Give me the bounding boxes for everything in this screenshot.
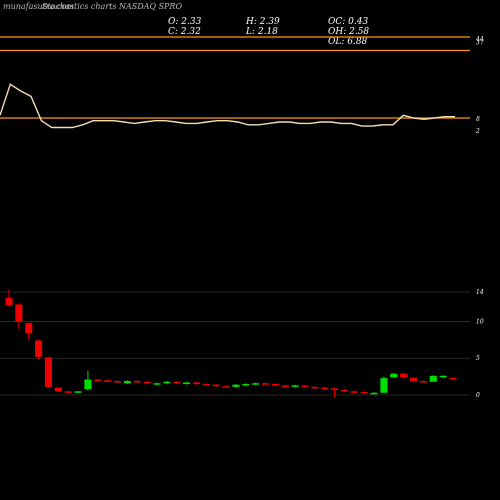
stat-close: C: 2.32: [168, 27, 201, 37]
candle-body-down: [104, 380, 112, 382]
candle-body-down: [400, 373, 408, 378]
stat-open: O: 2.33: [168, 17, 202, 27]
candle-body-up: [183, 382, 191, 384]
candle-body-down: [222, 386, 230, 388]
watermark: munafasutra.com: [3, 2, 74, 11]
candle-body-down: [54, 387, 62, 392]
candle-body-down: [350, 391, 358, 393]
candle-body-up: [439, 375, 447, 378]
candle-body-down: [25, 322, 33, 334]
candle-body-down: [261, 383, 270, 385]
candle-body-down: [143, 381, 151, 384]
candle-body-up: [252, 383, 260, 385]
candle-body-up: [390, 373, 398, 378]
candle-body-down: [360, 392, 368, 394]
candle-body-down: [113, 381, 122, 383]
candle-body-up: [370, 392, 378, 395]
candle-body-down: [419, 381, 427, 383]
candle-body-down: [133, 381, 141, 383]
candle-body-down: [409, 378, 418, 382]
candle-body-down: [301, 385, 309, 387]
candle-body-down: [94, 379, 102, 382]
candle-body-up: [380, 378, 388, 393]
candle-body-down: [202, 383, 210, 386]
candle-body-down: [340, 389, 349, 392]
candle-body-down: [5, 297, 13, 306]
candlestick-panel: 14 10 5 0: [0, 289, 484, 399]
candle-body-down: [321, 387, 329, 390]
candle-body-down: [173, 381, 181, 384]
candle-body-down: [281, 385, 289, 387]
candle-body-down: [449, 377, 457, 380]
stat-oh: OH: 2.58: [328, 27, 369, 37]
candle-body-up: [153, 383, 161, 385]
stochastic-axis-tick-label: 2: [475, 128, 480, 135]
candle-body-down: [44, 357, 53, 387]
candle-body-up: [242, 383, 250, 386]
candle-body-down: [35, 340, 43, 357]
candle-body-up: [429, 375, 437, 382]
stochastic-axis-tick-label: 8: [476, 116, 480, 123]
stochastic-line: [0, 83, 455, 129]
candle-body-up: [232, 384, 240, 387]
candle-body-up: [74, 391, 82, 393]
candle-body-down: [212, 384, 220, 387]
stat-high: H: 2.39: [245, 17, 280, 27]
stochastic-axis-tick-label: 37: [476, 40, 484, 47]
candle-body-down: [271, 383, 279, 386]
candle-body-down: [64, 391, 72, 393]
stat-oc: OC: 0.43: [328, 17, 368, 27]
stochastic-axis-tick-label: 44: [475, 36, 484, 43]
chart-title: Stochastics charts NASDAQ SPRO: [42, 2, 182, 11]
candle-body-down: [311, 386, 319, 389]
candle-body-up: [123, 381, 131, 384]
price-axis-tick-label: 14: [476, 289, 484, 296]
price-axis-tick-label: 5: [476, 355, 480, 362]
candle-body-down: [331, 388, 339, 390]
candle-body-down: [192, 382, 201, 384]
stat-low: L: 2.18: [245, 27, 278, 37]
price-axis-tick-label: 0: [476, 392, 480, 399]
candle-body-up: [291, 385, 299, 387]
stat-ol: OL: 6.88: [328, 37, 368, 47]
candle-body-up: [163, 381, 171, 384]
price-axis-tick-label: 10: [476, 318, 484, 325]
candle-body-down: [15, 304, 23, 322]
candle-body-up: [84, 379, 92, 390]
